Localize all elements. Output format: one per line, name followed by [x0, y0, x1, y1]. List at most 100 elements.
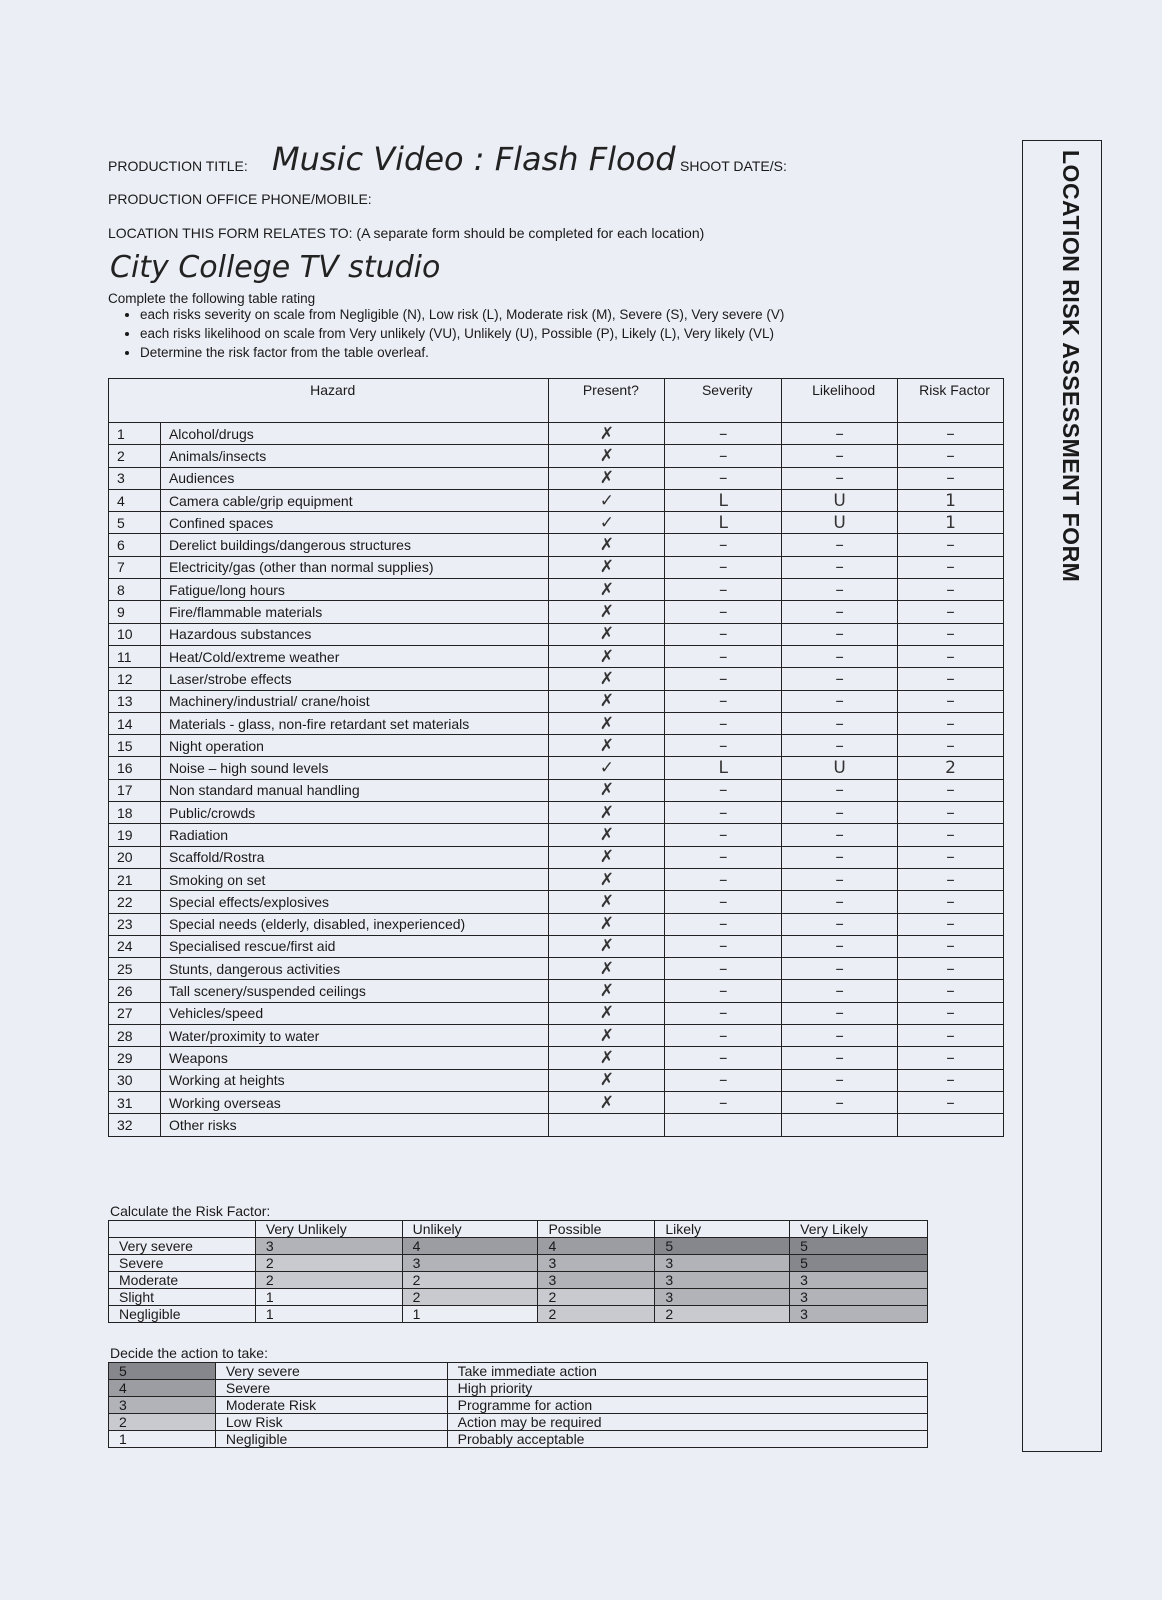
present-mark[interactable]: ✗ [548, 801, 666, 825]
present-mark[interactable]: ✗ [548, 1024, 666, 1048]
likelihood-value[interactable]: – [781, 533, 899, 557]
present-mark[interactable]: ✗ [548, 890, 666, 914]
likelihood-value[interactable]: – [781, 1001, 899, 1026]
severity-value[interactable]: L [664, 511, 783, 535]
risk-factor-value[interactable]: – [897, 1068, 1004, 1092]
likelihood-value[interactable] [781, 1113, 899, 1137]
present-mark[interactable]: ✗ [548, 934, 666, 959]
present-mark[interactable]: ✗ [548, 845, 666, 869]
likelihood-value[interactable]: – [781, 1046, 899, 1070]
present-mark[interactable]: ✗ [548, 734, 666, 758]
risk-factor-value[interactable]: – [897, 845, 1004, 869]
present-mark[interactable]: ✗ [548, 1046, 666, 1070]
present-mark[interactable]: ✗ [548, 689, 666, 713]
present-mark[interactable]: ✗ [548, 1001, 666, 1026]
severity-value[interactable]: – [664, 555, 783, 580]
likelihood-value[interactable]: – [781, 912, 899, 936]
severity-value[interactable]: – [664, 845, 783, 869]
severity-value[interactable]: – [664, 1024, 783, 1048]
severity-value[interactable]: – [664, 622, 783, 646]
risk-factor-value[interactable]: – [897, 1090, 1004, 1115]
risk-factor-value[interactable]: – [897, 600, 1004, 624]
risk-factor-value[interactable]: – [897, 1046, 1004, 1070]
risk-factor-value[interactable]: – [897, 421, 1004, 446]
risk-factor-value[interactable]: – [897, 912, 1004, 936]
present-mark[interactable]: ✗ [548, 533, 666, 557]
present-mark[interactable]: ✗ [548, 979, 666, 1003]
likelihood-value[interactable]: – [781, 578, 899, 602]
likelihood-value[interactable]: – [781, 1024, 899, 1048]
present-mark[interactable]: ✗ [548, 466, 666, 490]
likelihood-value[interactable]: – [781, 689, 899, 713]
risk-factor-value[interactable]: – [897, 578, 1004, 602]
likelihood-value[interactable]: – [781, 823, 899, 847]
risk-factor-value[interactable]: – [897, 644, 1004, 669]
severity-value[interactable]: – [664, 689, 783, 713]
present-mark[interactable]: ✗ [548, 622, 666, 646]
likelihood-value[interactable]: – [781, 845, 899, 869]
severity-value[interactable]: – [664, 957, 783, 981]
risk-factor-value[interactable]: – [897, 444, 1004, 468]
severity-value[interactable]: – [664, 444, 783, 468]
risk-factor-value[interactable]: – [897, 934, 1004, 959]
present-mark[interactable]: ✓ [548, 488, 666, 513]
severity-value[interactable]: – [664, 979, 783, 1003]
risk-factor-value[interactable]: – [897, 979, 1004, 1003]
severity-value[interactable]: – [664, 734, 783, 758]
severity-value[interactable] [664, 1113, 783, 1137]
severity-value[interactable]: L [664, 488, 783, 513]
severity-value[interactable]: – [664, 778, 783, 803]
likelihood-value[interactable]: U [781, 511, 899, 535]
present-mark[interactable]: ✗ [548, 711, 666, 736]
likelihood-value[interactable]: – [781, 934, 899, 959]
risk-factor-value[interactable] [897, 1113, 1004, 1137]
severity-value[interactable]: – [664, 578, 783, 602]
present-mark[interactable]: ✗ [548, 421, 666, 446]
risk-factor-value[interactable]: – [897, 867, 1004, 892]
present-mark[interactable]: ✗ [548, 600, 666, 624]
likelihood-value[interactable]: – [781, 667, 899, 691]
likelihood-value[interactable]: – [781, 957, 899, 981]
likelihood-value[interactable]: – [781, 711, 899, 736]
severity-value[interactable]: – [664, 890, 783, 914]
present-mark[interactable] [548, 1113, 666, 1137]
risk-factor-value[interactable]: – [897, 734, 1004, 758]
present-mark[interactable]: ✗ [548, 867, 666, 892]
severity-value[interactable]: – [664, 644, 783, 669]
severity-value[interactable]: – [664, 1001, 783, 1026]
risk-factor-value[interactable]: – [897, 801, 1004, 825]
severity-value[interactable]: – [664, 421, 783, 446]
likelihood-value[interactable]: U [781, 488, 899, 513]
likelihood-value[interactable]: – [781, 421, 899, 446]
severity-value[interactable]: – [664, 466, 783, 490]
present-mark[interactable]: ✓ [548, 756, 666, 780]
severity-value[interactable]: – [664, 934, 783, 959]
risk-factor-value[interactable]: – [897, 1024, 1004, 1048]
present-mark[interactable]: ✗ [548, 644, 666, 669]
location-value[interactable]: City College TV studio [110, 250, 441, 285]
likelihood-value[interactable]: – [781, 555, 899, 580]
likelihood-value[interactable]: – [781, 644, 899, 669]
risk-factor-value[interactable]: – [897, 466, 1004, 490]
risk-factor-value[interactable]: 1 [897, 511, 1004, 535]
present-mark[interactable]: ✗ [548, 1090, 666, 1115]
risk-factor-value[interactable]: – [897, 533, 1004, 557]
risk-factor-value[interactable]: 1 [897, 488, 1004, 513]
severity-value[interactable]: – [664, 711, 783, 736]
likelihood-value[interactable]: – [781, 890, 899, 914]
likelihood-value[interactable]: – [781, 778, 899, 803]
severity-value[interactable]: – [664, 600, 783, 624]
severity-value[interactable]: – [664, 667, 783, 691]
severity-value[interactable]: – [664, 912, 783, 936]
likelihood-value[interactable]: – [781, 622, 899, 646]
risk-factor-value[interactable]: – [897, 957, 1004, 981]
severity-value[interactable]: – [664, 801, 783, 825]
present-mark[interactable]: ✗ [548, 957, 666, 981]
risk-factor-value[interactable]: – [897, 622, 1004, 646]
risk-factor-value[interactable]: – [897, 667, 1004, 691]
likelihood-value[interactable]: U [781, 756, 899, 780]
likelihood-value[interactable]: – [781, 466, 899, 490]
risk-factor-value[interactable]: – [897, 778, 1004, 803]
severity-value[interactable]: – [664, 1046, 783, 1070]
present-mark[interactable]: ✗ [548, 667, 666, 691]
